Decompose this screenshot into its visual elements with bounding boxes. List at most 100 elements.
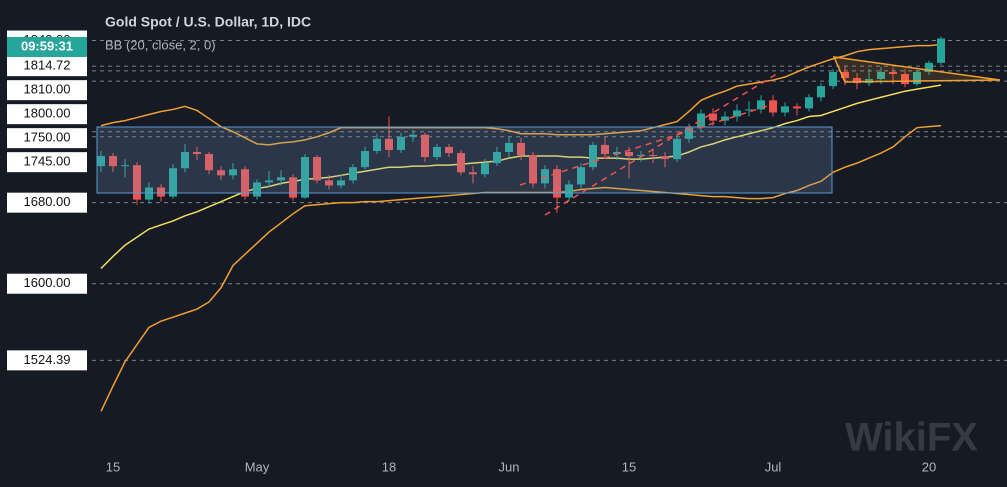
channel-line bbox=[519, 101, 781, 186]
candle-body bbox=[253, 182, 261, 197]
candle-body bbox=[901, 73, 909, 85]
tick-label-bg bbox=[7, 192, 87, 213]
plot-area bbox=[92, 36, 1007, 412]
candle-body bbox=[781, 106, 789, 113]
price-axis: 1840.001814.721810.001800.001750.001745.… bbox=[7, 30, 87, 371]
candle-body bbox=[697, 113, 705, 128]
candle-body bbox=[769, 100, 777, 113]
candle-body bbox=[685, 127, 693, 139]
countdown-bg bbox=[7, 37, 87, 57]
candle-body bbox=[109, 156, 117, 167]
candle-body bbox=[277, 177, 285, 181]
candle-body bbox=[577, 167, 585, 185]
tick-label-bg bbox=[7, 56, 87, 77]
candle-body bbox=[217, 170, 225, 176]
candle-body bbox=[301, 157, 309, 198]
triangle-pattern bbox=[832, 56, 1001, 83]
candle-body bbox=[385, 138, 393, 150]
candle-body bbox=[493, 152, 501, 164]
candle-body bbox=[145, 187, 153, 200]
candle-body bbox=[229, 169, 237, 176]
candle-body bbox=[313, 157, 321, 181]
candle-body bbox=[937, 38, 945, 63]
indicator-label: BB (20, close, 2, 0) bbox=[105, 37, 216, 52]
y-tick-label: 1750.00 bbox=[24, 130, 71, 145]
candle-body bbox=[157, 187, 165, 197]
candle-body bbox=[517, 142, 525, 156]
candle-body bbox=[169, 168, 177, 197]
candle-body bbox=[757, 100, 765, 110]
x-tick-label: 20 bbox=[922, 459, 936, 474]
range-box bbox=[96, 126, 833, 194]
candle-body bbox=[445, 146, 453, 154]
candle-body bbox=[565, 184, 573, 198]
candle-body bbox=[409, 134, 417, 137]
candle-body bbox=[121, 165, 129, 167]
y-tick-label: 1814.72 bbox=[24, 58, 71, 73]
candle-body bbox=[877, 71, 885, 80]
watermark: WikiFX bbox=[845, 416, 978, 460]
x-tick-label: Jul bbox=[765, 459, 782, 474]
candle-body bbox=[841, 71, 849, 79]
candle-body bbox=[649, 155, 657, 157]
candle-body bbox=[601, 144, 609, 155]
candle-body bbox=[673, 138, 681, 160]
candle-body bbox=[373, 138, 381, 151]
candle-body bbox=[325, 180, 333, 186]
candle-body bbox=[925, 62, 933, 72]
candle-body bbox=[337, 180, 345, 186]
candle-body bbox=[397, 136, 405, 150]
chart-title: Gold Spot / U.S. Dollar, 1D, IDC bbox=[105, 14, 311, 30]
candle-body bbox=[205, 154, 213, 171]
candle-body bbox=[553, 169, 561, 198]
candle-body bbox=[505, 142, 513, 152]
tick-label-bg bbox=[7, 273, 87, 294]
y-tick-label: 1600.00 bbox=[24, 275, 71, 290]
countdown: 09:59:31 bbox=[21, 38, 73, 53]
candle-body bbox=[889, 71, 897, 74]
candle-body bbox=[613, 152, 621, 155]
x-tick-label: 18 bbox=[382, 459, 396, 474]
tick-label-bg bbox=[7, 152, 87, 173]
candle-body bbox=[793, 106, 801, 109]
candle-body bbox=[709, 113, 717, 121]
tick-label-bg bbox=[7, 104, 87, 125]
candle-body bbox=[589, 144, 597, 168]
candle-body bbox=[361, 150, 369, 168]
candle-body bbox=[481, 163, 489, 175]
candle-body bbox=[637, 155, 645, 157]
x-tick-label: 15 bbox=[622, 459, 636, 474]
candle-body bbox=[289, 177, 297, 198]
tick-label-bg bbox=[7, 128, 87, 149]
candle-body bbox=[457, 153, 465, 173]
candle-body bbox=[745, 109, 753, 111]
y-tick-label: 1680.00 bbox=[24, 194, 71, 209]
candle-body bbox=[733, 110, 741, 117]
candle-body bbox=[661, 156, 669, 160]
x-tick-label: Jun bbox=[499, 459, 520, 474]
candle-body bbox=[97, 156, 105, 167]
candle-body bbox=[853, 78, 861, 84]
candle-body bbox=[433, 146, 441, 158]
candle-body bbox=[349, 167, 357, 181]
channel-line bbox=[544, 71, 781, 216]
y-tick-label: 1800.00 bbox=[24, 106, 71, 121]
y-tick-label: 1524.39 bbox=[24, 352, 71, 367]
y-tick-label: 1810.00 bbox=[24, 82, 71, 97]
candle-body bbox=[529, 155, 537, 184]
candle-body bbox=[241, 169, 249, 197]
candle-body bbox=[133, 165, 141, 200]
candle-body bbox=[181, 152, 189, 169]
candle-body bbox=[805, 97, 813, 109]
x-tick-label: 15 bbox=[106, 459, 120, 474]
tick-label-bg bbox=[7, 80, 87, 101]
candle-body bbox=[913, 71, 921, 85]
candle-body bbox=[421, 134, 429, 158]
candle-body bbox=[829, 71, 837, 87]
candle-body bbox=[817, 86, 825, 98]
y-tick-label: 1745.00 bbox=[24, 154, 71, 169]
candle-body bbox=[193, 152, 201, 155]
x-tick-label: May bbox=[245, 459, 270, 474]
band-line bbox=[100, 43, 942, 146]
